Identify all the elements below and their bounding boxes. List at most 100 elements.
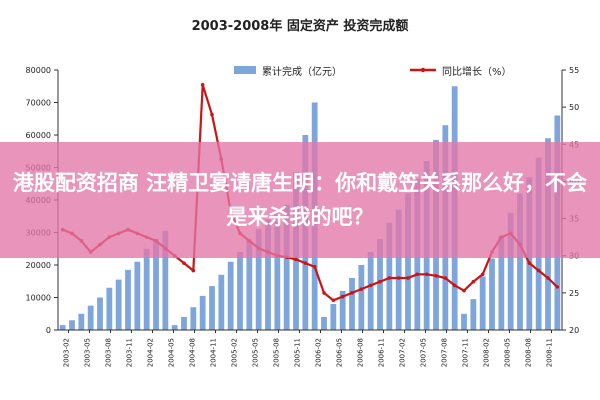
x-tick-label: 2006-08 [357, 338, 365, 367]
bar [395, 209, 402, 330]
legend: 累计完成（亿元） 同比增长（%） [234, 65, 512, 78]
bar [367, 252, 374, 330]
bar [246, 240, 253, 330]
x-tick-label: 2008-08 [525, 338, 533, 367]
y-left-tick-label: 10000 [26, 294, 51, 303]
banner-headline[interactable]: 港股配资招商 汪精卫宴请唐生明：你和戴笠关系那么好，不会是来杀我的吧？ [12, 171, 588, 229]
line-point [368, 283, 373, 288]
x-tick-label: 2005-02 [231, 338, 239, 367]
line-point [471, 279, 476, 284]
bar [181, 317, 187, 330]
bar [358, 265, 365, 330]
bar [171, 325, 178, 330]
bar [274, 213, 281, 330]
x-tick-label: 2007-05 [420, 338, 428, 367]
bar [209, 286, 215, 330]
bar [283, 204, 290, 330]
x-tick-label: 2008-11 [546, 338, 554, 367]
line-point [182, 261, 186, 265]
line-point [340, 294, 345, 299]
bar [115, 279, 122, 330]
line-point [322, 291, 326, 295]
line-point [331, 298, 336, 303]
x-tick-label: 2006-11 [378, 338, 386, 367]
x-tick-label: 2008-05 [504, 338, 512, 367]
x-tick-label: 2004-05 [168, 338, 176, 367]
bar [517, 193, 523, 330]
x-tick-label: 2003-02 [63, 338, 71, 367]
bar [106, 287, 113, 330]
bar [162, 230, 169, 330]
bar [190, 307, 197, 330]
y-left-tick-label: 20000 [26, 261, 51, 270]
line-point [210, 112, 214, 117]
x-tick-label: 2008-02 [483, 338, 491, 367]
bar [255, 229, 262, 330]
line-point [312, 265, 317, 269]
line-point [303, 261, 308, 265]
bar [143, 248, 150, 330]
y-right-tick-label: 55 [569, 66, 579, 75]
x-tick-label: 2004-02 [147, 338, 155, 367]
bar [97, 297, 103, 330]
x-tick-label: 2007-08 [441, 338, 449, 367]
bar [479, 276, 486, 330]
x-tick-label: 2006-02 [315, 338, 323, 367]
bar [265, 219, 271, 330]
line-point [527, 261, 532, 265]
line-point [200, 83, 205, 87]
y-right-tick-label: 50 [569, 103, 579, 112]
line-point [378, 279, 382, 284]
bar [237, 252, 243, 330]
line-point [443, 276, 448, 280]
x-tick-label: 2005-05 [252, 338, 260, 367]
bar [470, 299, 477, 330]
bar [218, 274, 225, 330]
line-point [415, 272, 420, 277]
line-point [350, 291, 354, 295]
bar [507, 213, 514, 330]
line-point [424, 272, 429, 277]
x-tick-label: 2006-05 [336, 338, 344, 367]
bar [377, 239, 383, 330]
chart-title: 2003-2008年 固定资产 投资完成额 [192, 18, 409, 34]
y-left-tick-label: 60000 [26, 131, 51, 140]
line-point [406, 276, 410, 280]
bar [489, 258, 495, 330]
bar [125, 269, 131, 330]
bar [330, 304, 337, 330]
bar [321, 317, 327, 330]
line-point [294, 257, 298, 262]
bar [59, 325, 66, 330]
x-tick-label: 2004-08 [189, 338, 197, 367]
legend-bar-label: 累计完成（亿元） [262, 65, 342, 78]
bar [134, 261, 141, 330]
y-left-tick-label: 0 [46, 326, 51, 335]
x-tick-label: 2005-11 [294, 338, 302, 367]
line-point [387, 276, 392, 280]
line-point [452, 283, 457, 288]
x-tick-label: 2005-08 [273, 338, 281, 367]
x-tick-label: 2003-11 [126, 338, 134, 367]
legend-bar-swatch [234, 66, 256, 74]
line-point [191, 268, 196, 273]
line-point [396, 276, 401, 280]
y-right-tick-label: 20 [569, 326, 579, 335]
bar [349, 278, 355, 330]
line-point [536, 268, 541, 273]
y-left-tick-label: 70000 [26, 99, 51, 108]
bar [227, 261, 234, 330]
overlay-banner[interactable]: 港股配资招商 汪精卫宴请唐生明：你和戴笠关系那么好，不会是来杀我的吧？ [0, 142, 600, 258]
x-tick-label: 2003-08 [105, 338, 113, 367]
legend-line-label: 同比增长（%） [442, 65, 512, 78]
x-axis: 2003-02 2003-05 2003-08 2003-11 2004-02 2004-… [58, 329, 562, 367]
bar [405, 193, 411, 330]
bar [153, 239, 159, 330]
bar [87, 305, 94, 330]
x-tick-label: 2003-05 [84, 338, 92, 367]
y-right-tick-label: 25 [569, 289, 579, 298]
line-point [434, 273, 438, 278]
line-point [546, 276, 550, 280]
bar [69, 320, 75, 330]
bar [498, 235, 505, 330]
